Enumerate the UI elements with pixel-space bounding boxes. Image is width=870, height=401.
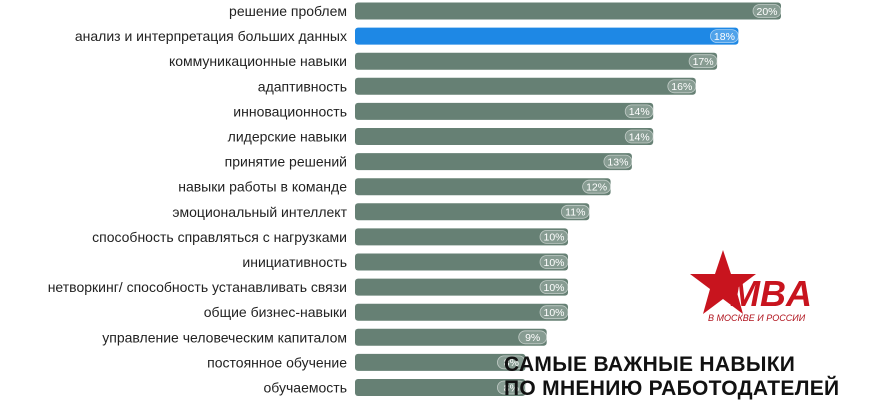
- category-label: решение проблем: [229, 3, 347, 19]
- bar: [355, 178, 611, 196]
- value-pill: [560, 204, 590, 219]
- value-label: 20%: [756, 6, 777, 18]
- value-label: 18%: [714, 31, 735, 43]
- value-label: 16%: [671, 81, 692, 93]
- value-pill: [496, 355, 526, 370]
- category-label: общие бизнес-навыки: [204, 304, 347, 320]
- value-pill: [688, 54, 718, 69]
- value-label: 11%: [565, 207, 585, 219]
- value-label: 14%: [629, 131, 650, 143]
- category-label: постоянное обучение: [207, 354, 347, 370]
- category-label: анализ и интерпретация больших данных: [75, 28, 347, 44]
- category-label: способность справляться с нагрузками: [92, 229, 347, 245]
- value-label: 14%: [629, 106, 650, 118]
- value-label: 10%: [543, 232, 564, 244]
- bar: [355, 203, 590, 221]
- value-pill: [582, 179, 611, 194]
- category-label: обучаемость: [264, 380, 347, 396]
- bar: [355, 379, 526, 396]
- category-label: адаптивность: [258, 78, 347, 94]
- value-pill: [539, 305, 569, 320]
- value-pill: [710, 29, 739, 44]
- value-pill: [539, 229, 569, 244]
- chart-rows: решение проблем 20% анализ и интерпретация…: [48, 2, 782, 396]
- category-label: лидерские навыки: [228, 129, 347, 145]
- value-label: 17%: [693, 56, 714, 68]
- value-pill: [624, 104, 654, 119]
- bar: [355, 52, 718, 70]
- bar: [355, 128, 654, 145]
- value-label: 9%: [525, 332, 540, 344]
- bar: [355, 303, 568, 321]
- bar: [355, 2, 781, 20]
- logo-tagline: В МОСКВЕ И РОССИИ: [708, 313, 806, 323]
- star-icon: MBA: [690, 250, 812, 314]
- category-label: инициативность: [242, 254, 347, 270]
- value-pill: [603, 154, 633, 169]
- value-pill: [752, 4, 782, 18]
- bar: [355, 77, 696, 95]
- value-label: 13%: [607, 156, 628, 168]
- caption-line-1: САМЫЕ ВАЖНЫЕ НАВЫКИ: [504, 353, 796, 376]
- value-label: 10%: [543, 257, 564, 269]
- category-label: принятие решений: [225, 154, 347, 170]
- caption-line-2: ПО МНЕНИЮ РАБОТОДАТЕЛЕЙ: [504, 377, 840, 400]
- value-pill: [518, 330, 548, 345]
- category-label: инновационность: [233, 103, 347, 119]
- category-label: коммуникационные навыки: [169, 53, 347, 69]
- bar: [355, 253, 568, 271]
- logo-text: MBA: [730, 273, 812, 314]
- category-label: навыки работы в команде: [178, 179, 347, 195]
- bar: [355, 228, 568, 246]
- bar: [355, 328, 547, 346]
- value-label: 10%: [543, 307, 564, 319]
- category-label: управление человеческим капиталом: [102, 329, 347, 345]
- bar: [355, 27, 739, 45]
- value-label: 12%: [586, 182, 607, 194]
- value-pill: [539, 255, 569, 269]
- bar: [355, 278, 568, 296]
- value-pill: [667, 79, 697, 94]
- value-label: 8%: [504, 382, 519, 394]
- chart-caption: САМЫЕ ВАЖНЫЕ НАВЫКИ ПО МНЕНИЮ РАБОТОДАТЕ…: [504, 353, 870, 401]
- value-pill: [496, 380, 526, 395]
- value-pill: [539, 280, 569, 295]
- value-label: 10%: [543, 282, 564, 294]
- bar: [355, 153, 632, 171]
- value-pill: [624, 129, 654, 144]
- value-label: 8%: [504, 357, 519, 369]
- category-label: эмоциональный интеллект: [172, 204, 347, 220]
- category-label: нетворкинг/ способность устанавливать св…: [48, 279, 347, 295]
- bar: [355, 102, 654, 120]
- bar: [355, 353, 526, 371]
- mba-logo: MBA: [690, 248, 840, 328]
